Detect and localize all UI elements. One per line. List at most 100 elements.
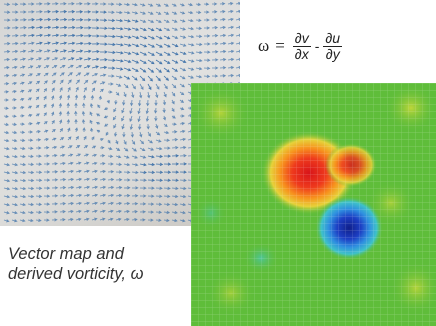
vector-arrow	[44, 26, 50, 29]
vector-arrow	[44, 58, 49, 60]
vector-arrow	[36, 179, 42, 182]
vector-arrow	[140, 52, 146, 55]
vector-arrow	[108, 67, 115, 70]
vector-arrow	[76, 210, 81, 213]
vector-arrow	[12, 147, 17, 150]
vector-arrow	[164, 139, 169, 142]
vector-arrow	[75, 128, 78, 132]
vector-arrow	[172, 211, 177, 214]
vector-arrow	[59, 104, 62, 108]
vector-arrow	[28, 74, 32, 76]
vector-arrow	[140, 28, 146, 31]
vector-arrow	[146, 116, 149, 121]
vector-arrow	[60, 202, 65, 205]
vector-arrow	[108, 140, 110, 143]
vector-arrow	[52, 26, 59, 29]
vector-arrow	[20, 11, 26, 14]
vector-arrow	[124, 218, 129, 221]
vector-arrow	[236, 42, 240, 45]
vector-arrow	[156, 60, 162, 64]
vector-arrow	[20, 42, 26, 45]
vector-arrow	[180, 68, 185, 71]
vector-arrow	[60, 2, 66, 5]
vector-arrow	[4, 50, 10, 53]
vector-arrow	[204, 59, 210, 62]
vorticity-field	[191, 83, 436, 326]
vector-arrow	[52, 34, 59, 37]
vector-arrow	[4, 19, 10, 22]
vector-arrow	[36, 3, 42, 6]
vector-arrow	[92, 194, 97, 197]
vector-arrow	[60, 170, 65, 173]
vector-arrow	[148, 60, 154, 64]
vector-arrow	[52, 171, 57, 174]
vector-arrow	[180, 52, 186, 55]
vector-arrow	[163, 100, 166, 105]
vector-arrow	[52, 18, 58, 21]
vector-arrow	[108, 202, 113, 205]
vector-arrow	[212, 19, 217, 22]
vector-arrow	[28, 66, 33, 68]
vector-arrow	[52, 187, 57, 190]
vector-arrow	[60, 138, 64, 140]
vector-arrow	[172, 28, 177, 30]
vector-arrow	[76, 170, 81, 173]
vector-arrow	[115, 100, 118, 104]
vector-arrow	[132, 163, 138, 166]
vector-arrow	[130, 108, 133, 113]
vector-arrow	[132, 210, 137, 213]
vector-arrow	[138, 100, 141, 106]
vector-arrow	[116, 19, 122, 22]
vector-arrow	[130, 116, 133, 121]
vector-arrow	[164, 163, 170, 166]
vector-arrow	[12, 163, 17, 166]
vector-arrow	[20, 123, 24, 126]
vector-arrow	[116, 60, 123, 63]
vector-arrow	[20, 131, 24, 134]
vector-arrow	[124, 44, 131, 47]
vector-arrow	[44, 18, 50, 21]
vector-arrow	[132, 3, 137, 6]
vector-arrow	[220, 18, 225, 21]
vector-arrow	[140, 68, 146, 72]
vector-arrow	[28, 203, 33, 206]
vector-arrow	[180, 4, 184, 6]
vector-arrow	[28, 147, 33, 150]
caption-line-2: derived vorticity, ω	[8, 264, 192, 284]
vector-arrow	[20, 90, 24, 92]
vector-arrow	[4, 35, 10, 38]
vector-arrow	[204, 35, 210, 38]
vector-arrow	[172, 92, 175, 96]
vector-arrow	[139, 92, 142, 98]
vector-arrow	[172, 44, 178, 47]
vector-arrow	[92, 50, 99, 53]
vector-arrow	[164, 12, 169, 14]
vector-arrow	[84, 80, 88, 84]
vector-arrow	[228, 74, 233, 77]
vector-arrow	[212, 75, 217, 78]
vector-arrow	[172, 146, 178, 149]
vector-arrow	[28, 139, 33, 142]
vector-arrow	[124, 163, 129, 166]
vector-arrow	[148, 20, 153, 23]
vector-arrow	[84, 19, 91, 22]
vector-arrow	[188, 60, 194, 63]
vector-arrow	[122, 124, 125, 129]
vector-arrow	[52, 42, 58, 45]
vector-arrow	[132, 156, 137, 158]
vector-arrow	[132, 140, 135, 144]
vector-arrow	[76, 65, 81, 68]
vector-arrow	[12, 179, 17, 182]
vector-arrow	[92, 218, 97, 221]
vector-arrow	[163, 108, 166, 112]
vector-arrow	[44, 3, 50, 6]
vector-arrow	[172, 84, 176, 88]
vector-arrow	[180, 195, 186, 198]
vector-arrow	[36, 34, 42, 37]
vector-arrow	[220, 75, 225, 78]
vector-arrow	[36, 147, 41, 150]
fraction-du-dy: ∂u ∂y	[323, 31, 342, 62]
vector-arrow	[68, 178, 73, 181]
vector-arrow	[196, 43, 202, 46]
vector-arrow	[148, 211, 153, 214]
